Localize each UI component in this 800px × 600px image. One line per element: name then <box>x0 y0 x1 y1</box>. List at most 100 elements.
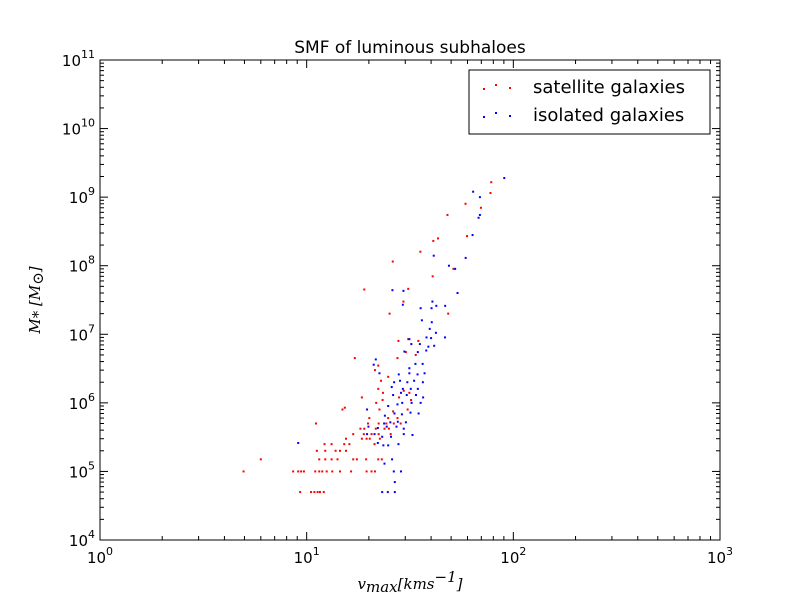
data-point-satellite-72 <box>381 399 384 402</box>
data-point-satellite-22 <box>318 458 321 461</box>
data-point-isolated-72 <box>430 337 433 340</box>
data-point-satellite-11 <box>322 491 325 494</box>
data-point-isolated-14 <box>373 433 376 436</box>
y-axis-label-unit-subscript: ⊙ <box>29 272 47 285</box>
data-point-satellite-59 <box>385 422 388 425</box>
data-point-satellite-88 <box>407 338 410 341</box>
data-point-isolated-60 <box>414 362 417 365</box>
data-point-satellite-101 <box>466 235 469 238</box>
data-point-isolated-80 <box>435 304 438 307</box>
data-point-satellite-57 <box>366 422 369 425</box>
legend-label-isolated: isolated galaxies <box>533 105 684 126</box>
data-point-satellite-37 <box>330 443 333 446</box>
data-point-satellite-10 <box>318 491 321 494</box>
data-point-satellite-48 <box>370 433 373 436</box>
data-point-isolated-58 <box>372 363 375 366</box>
data-point-satellite-52 <box>363 427 366 430</box>
data-point-isolated-64 <box>416 351 419 354</box>
y-axis-label-symbol: M <box>26 318 44 335</box>
data-point-satellite-32 <box>324 449 327 452</box>
data-point-isolated-93 <box>477 216 480 219</box>
data-point-isolated-86 <box>402 289 405 292</box>
data-point-isolated-92 <box>478 213 481 216</box>
data-point-satellite-65 <box>341 408 344 411</box>
x-tick-label: 102 <box>500 545 526 567</box>
data-point-isolated-42 <box>414 394 417 397</box>
data-point-satellite-75 <box>377 387 380 390</box>
data-point-isolated-84 <box>456 292 459 294</box>
data-point-isolated-33 <box>366 408 369 411</box>
data-point-satellite-24 <box>330 458 333 461</box>
data-point-satellite-28 <box>365 458 368 461</box>
data-point-satellite-68 <box>392 410 395 413</box>
data-point-isolated-89 <box>464 256 467 259</box>
plot-area-frame <box>99 59 721 541</box>
data-point-satellite-27 <box>355 458 358 461</box>
data-point-satellite-70 <box>360 396 363 399</box>
data-point-satellite-23 <box>324 458 327 461</box>
data-point-isolated-57 <box>423 372 426 375</box>
data-point-isolated-90 <box>432 254 435 257</box>
x-tick-label: 101 <box>294 545 320 567</box>
data-point-satellite-36 <box>323 443 326 446</box>
data-point-isolated-2 <box>393 491 396 494</box>
data-point-isolated-43 <box>422 396 425 399</box>
data-point-satellite-61 <box>399 422 402 425</box>
data-point-satellite-8 <box>313 491 316 494</box>
data-point-satellite-43 <box>365 437 368 440</box>
data-point-isolated-17 <box>402 433 405 436</box>
data-point-satellite-74 <box>410 399 413 402</box>
data-point-isolated-44 <box>390 386 393 389</box>
data-point-isolated-77 <box>430 321 433 324</box>
y-tick-label: 1010 <box>62 117 95 139</box>
data-point-isolated-29 <box>393 412 396 415</box>
data-point-satellite-103 <box>464 202 467 205</box>
data-point-satellite-96 <box>452 267 455 270</box>
data-point-isolated-76 <box>420 319 423 322</box>
data-point-isolated-55 <box>408 372 411 375</box>
data-point-satellite-33 <box>334 449 337 452</box>
data-point-satellite-67 <box>378 408 381 411</box>
data-point-isolated-69 <box>433 344 436 347</box>
data-point-satellite-4 <box>300 470 303 473</box>
data-point-satellite-94 <box>402 300 405 303</box>
data-point-isolated-51 <box>413 379 416 382</box>
data-point-satellite-56 <box>315 422 318 425</box>
data-point-isolated-1 <box>386 491 389 494</box>
data-point-satellite-79 <box>380 379 383 382</box>
data-point-satellite-100 <box>437 237 439 240</box>
y-tick-label: 1011 <box>62 48 95 70</box>
data-point-isolated-83 <box>431 300 434 303</box>
data-point-isolated-34 <box>387 404 390 407</box>
data-point-isolated-16 <box>390 435 393 438</box>
data-point-satellite-0 <box>242 470 245 473</box>
y-tick-label: 104 <box>69 528 95 550</box>
data-point-isolated-11 <box>387 444 390 447</box>
data-point-satellite-40 <box>373 443 376 446</box>
data-point-isolated-20 <box>376 426 379 429</box>
data-point-isolated-15 <box>381 435 384 438</box>
data-point-isolated-22 <box>395 425 398 428</box>
data-point-isolated-6 <box>383 462 386 465</box>
data-point-satellite-45 <box>378 437 381 440</box>
data-point-satellite-49 <box>377 433 380 436</box>
data-point-satellite-85 <box>404 351 407 354</box>
data-point-isolated-68 <box>427 345 430 348</box>
x-axis-label-unit: [kms <box>398 575 435 593</box>
data-point-isolated-88 <box>454 267 457 270</box>
data-point-isolated-26 <box>396 420 399 423</box>
data-point-isolated-82 <box>401 303 404 306</box>
data-point-satellite-69 <box>406 408 409 411</box>
data-point-satellite-53 <box>374 427 377 430</box>
data-point-isolated-30 <box>400 413 403 416</box>
data-point-isolated-36 <box>401 401 404 404</box>
data-point-satellite-46 <box>352 433 355 436</box>
data-point-satellite-29 <box>377 458 380 461</box>
data-point-isolated-85 <box>391 289 394 292</box>
data-point-satellite-87 <box>397 339 400 342</box>
data-point-satellite-20 <box>370 470 373 473</box>
data-point-satellite-15 <box>325 470 328 473</box>
data-point-isolated-45 <box>401 387 404 390</box>
data-point-satellite-42 <box>360 437 363 440</box>
x-axis-label-close: ] <box>456 575 463 593</box>
